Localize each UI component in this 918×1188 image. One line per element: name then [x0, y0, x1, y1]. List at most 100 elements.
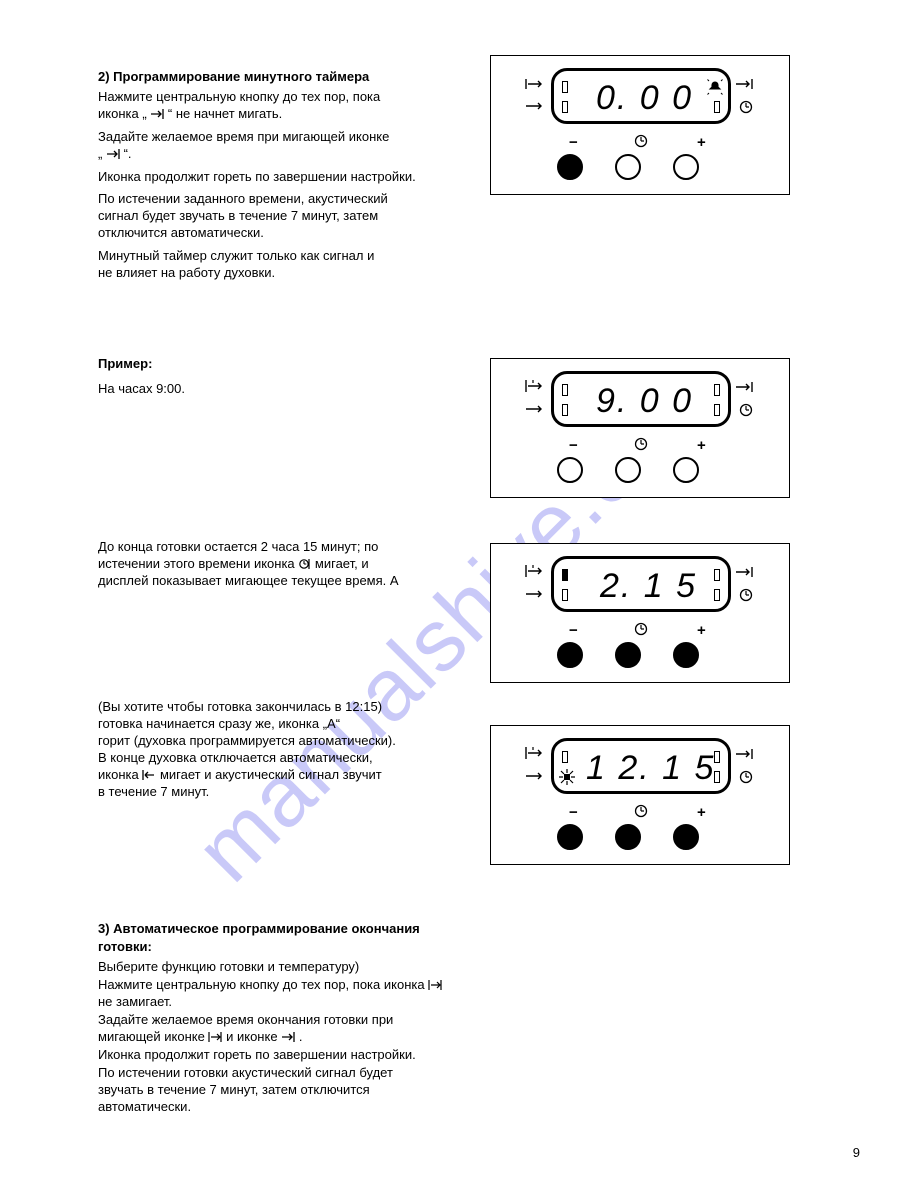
seg-indicator — [714, 101, 720, 113]
plus-label: + — [697, 134, 706, 151]
minus-button[interactable] — [557, 154, 583, 180]
stop-arrow-stop-icon — [208, 1031, 222, 1043]
display-panel-3: 2. 1 5 − + — [490, 543, 790, 683]
lcd-digits: 9. 0 0 — [596, 382, 693, 421]
seg-indicator — [562, 404, 568, 416]
s3-e2: звучать в течение 7 минут, затем отключи… — [98, 1081, 370, 1099]
clock-button[interactable] — [615, 642, 641, 668]
s2-l6: По истечении заданного времени, акустиче… — [98, 190, 388, 208]
s3-d: Иконка продолжит гореть по завершении на… — [98, 1046, 416, 1064]
button-row-2 — [557, 457, 699, 483]
seg-indicator — [714, 384, 720, 396]
ex-c4: В конце духовка отключается автоматическ… — [98, 749, 373, 767]
lcd-3: 2. 1 5 — [551, 556, 731, 612]
arrow-icon — [525, 403, 545, 415]
clock-icon — [634, 622, 648, 636]
s2-l3: Задайте желаемое время при мигающей икон… — [98, 128, 389, 146]
seg-indicator — [714, 404, 720, 416]
button-row-4 — [557, 824, 699, 850]
ex-a: На часах 9:00. — [98, 380, 185, 398]
s3-b2: не замигает. — [98, 993, 172, 1011]
stop-arrow-stop-icon — [428, 979, 442, 991]
lcd-4: 1 2. 1 5 — [551, 738, 731, 794]
ex-b4: дисплей показывает мигающее текущее врем… — [98, 572, 399, 590]
plus-button[interactable] — [673, 642, 699, 668]
plus-button[interactable] — [673, 154, 699, 180]
lcd-digits: 2. 1 5 — [600, 567, 697, 606]
arrow-stop-icon — [735, 748, 755, 760]
stop-arrow-icon — [525, 78, 545, 90]
lcd-digits: 0. 0 0 — [596, 79, 693, 118]
page-number: 9 — [853, 1145, 860, 1160]
plus-label: + — [697, 804, 706, 821]
minus-button[interactable] — [557, 457, 583, 483]
clock-button[interactable] — [615, 824, 641, 850]
arrow-stop-icon — [735, 566, 755, 578]
s3-e3: автоматически. — [98, 1098, 191, 1116]
s3-c2: мигающей иконке и иконке . — [98, 1028, 302, 1046]
arrow-stop-icon — [281, 1031, 295, 1043]
button-row-1 — [557, 154, 699, 180]
plus-button[interactable] — [673, 824, 699, 850]
s3-a: Выберите функцию готовки и температуру) — [98, 958, 359, 976]
ex-b2: истечении этого времени иконка мигает, и — [98, 555, 369, 573]
display-panel-1: 0. 0 0 − + — [490, 55, 790, 195]
minus-button[interactable] — [557, 642, 583, 668]
arrow-stop-icon — [735, 381, 755, 393]
ex-c7: в течение 7 минут. — [98, 783, 209, 801]
seg-indicator — [562, 751, 568, 763]
seg-indicator — [562, 569, 568, 581]
plus-label: + — [697, 437, 706, 454]
clock-icon — [739, 403, 753, 417]
arrow-stop-icon — [735, 78, 755, 90]
seg-indicator — [714, 589, 720, 601]
display-panel-2: 9. 0 0 − + — [490, 358, 790, 498]
minus-button[interactable] — [557, 824, 583, 850]
lcd-2: 9. 0 0 — [551, 371, 731, 427]
stop-arrow-up-icon — [525, 564, 545, 578]
stop-arrow-up-icon — [525, 379, 545, 393]
ex-c2: готовка начинается сразу же, иконка „A“ — [98, 715, 340, 733]
clock-icon — [739, 770, 753, 784]
button-row-3 — [557, 642, 699, 668]
page: manualshive.com 2) Программирование мину… — [0, 0, 918, 1188]
example-heading: Пример: — [98, 355, 152, 373]
arrow-stop-icon — [150, 108, 164, 120]
seg-indicator — [562, 589, 568, 601]
bell-flash-icon — [707, 79, 723, 95]
clock-icon — [634, 804, 648, 818]
clock-icon — [739, 588, 753, 602]
arrow-icon — [525, 588, 545, 600]
seg-indicator — [714, 569, 720, 581]
clock-button[interactable] — [615, 154, 641, 180]
s2-l8: отключится автоматически. — [98, 224, 264, 242]
s3-e1: По истечении готовки акустический сигнал… — [98, 1064, 393, 1082]
lcd-digits: 1 2. 1 5 — [586, 749, 715, 788]
clock-button[interactable] — [615, 457, 641, 483]
seg-indicator — [562, 81, 568, 93]
arrow-icon — [525, 100, 545, 112]
display-panel-4: 1 2. 1 5 − + — [490, 725, 790, 865]
arrow-stop-icon — [106, 148, 120, 160]
minus-label: − — [569, 437, 578, 454]
seg-indicator — [562, 101, 568, 113]
clock-icon — [634, 437, 648, 451]
clock-icon — [634, 134, 648, 148]
s2-l5: Иконка продолжит гореть по завершении на… — [98, 168, 416, 186]
s2-l4: „ “. — [98, 145, 132, 163]
s2-l1: Нажмите центральную кнопку до тех пор, п… — [98, 88, 380, 106]
plus-label: + — [697, 622, 706, 639]
arrow-icon — [525, 770, 545, 782]
seg-indicator — [562, 384, 568, 396]
section-3-heading: 3) Автоматическое программирование оконч… — [98, 920, 438, 955]
s3-c1: Задайте желаемое время окончания готовки… — [98, 1011, 393, 1029]
s2-l9: Минутный таймер служит только как сигнал… — [98, 247, 374, 265]
minus-label: − — [569, 622, 578, 639]
s2-l10: не влияет на работу духовки. — [98, 264, 275, 282]
ex-c1: (Вы хотите чтобы готовка закончилась в 1… — [98, 698, 382, 716]
ex-b1: До конца готовки остается 2 часа 15 мину… — [98, 538, 378, 556]
clock-stop-icon — [298, 557, 311, 570]
s2-l7: сигнал будет звучать в течение 7 минут, … — [98, 207, 378, 225]
s2-l2: иконка „ “ не начнет мигать. — [98, 105, 282, 123]
plus-button[interactable] — [673, 457, 699, 483]
